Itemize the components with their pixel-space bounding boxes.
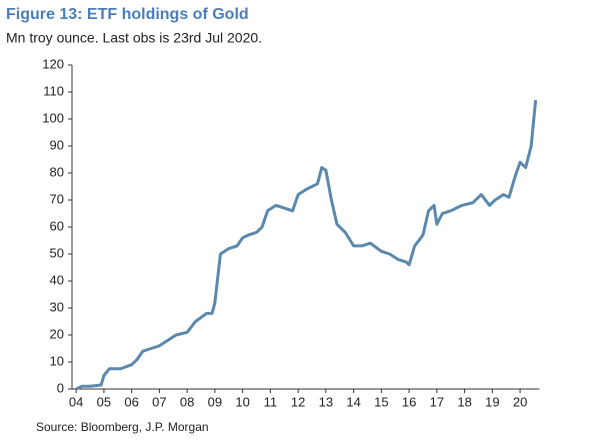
x-tick-label: 12 — [291, 394, 305, 409]
chart-subtitle: Mn troy ounce. Last obs is 23rd Jul 2020… — [6, 30, 262, 46]
y-tick-label: 120 — [42, 56, 64, 71]
chart-title: Figure 13: ETF holdings of Gold — [6, 6, 249, 23]
data-line — [75, 99, 538, 391]
y-tick-label: 70 — [50, 191, 64, 206]
x-tick-label: 11 — [264, 394, 278, 409]
x-tick-label: 14 — [346, 394, 360, 409]
y-tick-label: 50 — [50, 245, 64, 260]
y-tick-label: 80 — [50, 164, 64, 179]
y-tick-label: 20 — [50, 326, 64, 341]
y-tick-label: 100 — [42, 110, 64, 125]
x-tick-label: 07 — [152, 394, 166, 409]
x-tick-label: 04 — [69, 394, 83, 409]
x-tick-label: 09 — [208, 394, 222, 409]
x-tick-label: 06 — [124, 394, 138, 409]
y-tick-label: 110 — [43, 83, 64, 98]
x-tick-label: 15 — [374, 394, 388, 409]
x-tick-label: 05 — [97, 394, 111, 409]
y-tick-label: 10 — [50, 353, 64, 368]
y-tick-label: 30 — [50, 299, 64, 314]
y-tick-label: 60 — [50, 218, 64, 233]
x-tick-label: 17 — [430, 394, 444, 409]
x-tick-label: 13 — [319, 394, 333, 409]
x-tick-label: 20 — [513, 394, 527, 409]
x-tick-label: 10 — [235, 394, 249, 409]
y-tick-label: 0 — [57, 380, 64, 395]
y-tick-label: 40 — [50, 272, 64, 287]
x-tick-label: 18 — [457, 394, 471, 409]
source-note: Source: Bloomberg, J.P. Morgan — [36, 420, 209, 434]
x-tick-label: 19 — [485, 394, 499, 409]
y-tick-label: 90 — [50, 137, 64, 152]
x-tick-label: 16 — [402, 394, 416, 409]
x-tick-label: 08 — [180, 394, 194, 409]
